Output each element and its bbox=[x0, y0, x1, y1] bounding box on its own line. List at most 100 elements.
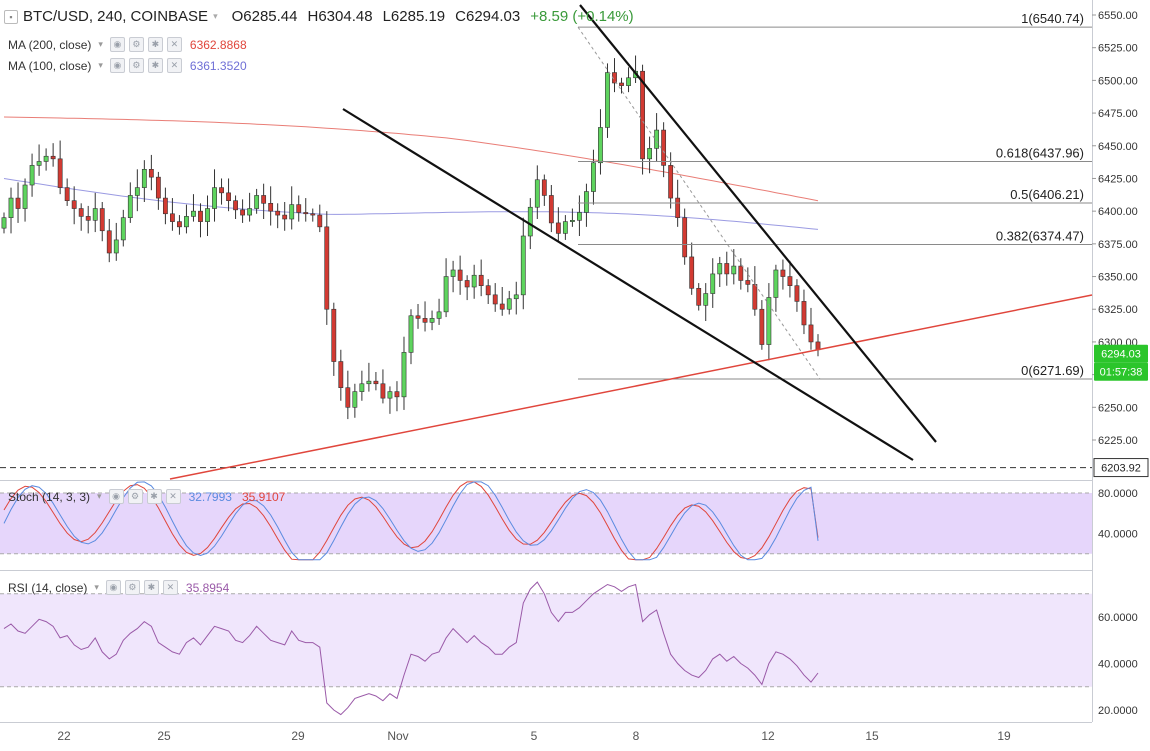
candle-body bbox=[450, 269, 456, 277]
candle-body bbox=[29, 165, 35, 186]
candle bbox=[591, 149, 596, 205]
gear-icon[interactable]: ⚙ bbox=[127, 489, 143, 504]
gear-icon[interactable]: ⚙ bbox=[128, 58, 144, 73]
candle-body bbox=[780, 269, 786, 277]
candle bbox=[43, 148, 49, 171]
rsi-value: 35.8954 bbox=[185, 580, 230, 595]
close-icon[interactable]: ✕ bbox=[165, 489, 181, 504]
candle bbox=[296, 195, 302, 222]
y-tick-label: 6400.00 bbox=[1098, 206, 1138, 218]
eye-icon[interactable]: ◉ bbox=[108, 489, 124, 504]
candle-body bbox=[233, 200, 238, 211]
gear-icon[interactable]: ⚙ bbox=[128, 37, 144, 52]
candle bbox=[324, 211, 330, 325]
candle-body bbox=[226, 192, 231, 201]
candle-body bbox=[317, 214, 323, 228]
candle bbox=[787, 260, 793, 298]
candle bbox=[548, 185, 554, 233]
candle bbox=[815, 334, 821, 357]
candle-body bbox=[303, 212, 309, 215]
candle-body bbox=[212, 187, 217, 209]
candle bbox=[766, 283, 772, 361]
candle bbox=[155, 171, 161, 210]
eye-icon[interactable]: ◉ bbox=[109, 37, 125, 52]
candle-body bbox=[57, 158, 63, 188]
stoch-k-line bbox=[3, 481, 819, 561]
eye-icon[interactable]: ◉ bbox=[109, 58, 125, 73]
chevron-down-icon: ▾ bbox=[98, 60, 103, 70]
candle bbox=[99, 202, 105, 242]
high-value: 6304.48 bbox=[318, 8, 373, 25]
candle bbox=[226, 178, 231, 212]
candle-body bbox=[170, 213, 175, 222]
rsi-legend[interactable]: RSI (14, close) ▾ ◉ ⚙ ✱ ✕ 35.8954 bbox=[8, 580, 229, 595]
candle bbox=[71, 186, 77, 225]
candle bbox=[478, 259, 484, 297]
candle-body bbox=[22, 184, 28, 209]
fib-trend-line bbox=[577, 26, 821, 380]
settings-icon[interactable]: ✱ bbox=[146, 489, 162, 504]
stoch-legend[interactable]: Stoch (14, 3, 3) ▾ ◉ ⚙ ✱ ✕ 32.7993 35.91… bbox=[8, 489, 285, 504]
ma200-value: 6362.8868 bbox=[189, 37, 247, 52]
candle-body bbox=[78, 208, 84, 217]
candle bbox=[689, 242, 695, 295]
x-tick-label: 22 bbox=[57, 729, 71, 743]
ma100-label: MA (100, close) bbox=[8, 58, 92, 73]
candle-body bbox=[422, 318, 428, 323]
candle-body bbox=[689, 256, 695, 289]
fib-label: 0(6271.69) bbox=[1021, 363, 1084, 378]
eye-icon[interactable]: ◉ bbox=[105, 580, 121, 595]
settings-icon[interactable]: ✱ bbox=[147, 37, 163, 52]
chevron-down-icon[interactable]: ▾ bbox=[213, 11, 218, 21]
candle bbox=[745, 267, 751, 293]
candle-body bbox=[759, 308, 765, 345]
countdown-tag-bg bbox=[1094, 362, 1148, 381]
settings-icon[interactable]: ✱ bbox=[143, 580, 159, 595]
candle bbox=[268, 186, 274, 226]
candle bbox=[633, 55, 638, 83]
rsi-tick-label: 60.0000 bbox=[1098, 612, 1138, 624]
settings-icon[interactable]: ✱ bbox=[147, 58, 163, 73]
candle bbox=[647, 136, 652, 174]
candle-body bbox=[141, 169, 147, 188]
candle-body bbox=[562, 221, 568, 234]
candle bbox=[106, 219, 112, 263]
close-icon[interactable]: ✕ bbox=[166, 58, 182, 73]
candle bbox=[352, 383, 358, 418]
candle bbox=[338, 349, 344, 401]
candle-body bbox=[577, 212, 582, 221]
low-value: 6285.19 bbox=[390, 8, 446, 25]
candle-body bbox=[696, 288, 702, 306]
close-icon[interactable]: ✕ bbox=[166, 37, 182, 52]
collapse-icon[interactable]: ▪ bbox=[4, 9, 18, 24]
x-tick-label: 12 bbox=[761, 729, 775, 743]
gear-icon[interactable]: ⚙ bbox=[124, 580, 140, 595]
candle-body bbox=[724, 263, 730, 275]
candle bbox=[738, 258, 744, 290]
candle-body bbox=[541, 179, 547, 196]
candle-body bbox=[148, 169, 154, 178]
candle-body bbox=[794, 285, 800, 302]
ma200-legend[interactable]: MA (200, close) ▾ ◉ ⚙ ✱ ✕ 6362.8868 bbox=[8, 37, 247, 52]
candle bbox=[134, 169, 140, 212]
candle bbox=[113, 222, 119, 261]
candle-body bbox=[106, 230, 112, 254]
candle bbox=[127, 182, 133, 223]
ma100-legend[interactable]: MA (100, close) ▾ ◉ ⚙ ✱ ✕ 6361.3520 bbox=[8, 58, 247, 73]
candle-body bbox=[99, 208, 105, 232]
candle bbox=[317, 204, 323, 233]
y-tick-label: 6450.00 bbox=[1098, 141, 1138, 153]
candle bbox=[240, 199, 245, 223]
candle bbox=[1, 212, 7, 234]
candle-body bbox=[408, 315, 414, 353]
stoch-tick-label: 80.0000 bbox=[1098, 488, 1138, 500]
candle bbox=[534, 165, 540, 219]
close-icon[interactable]: ✕ bbox=[162, 580, 178, 595]
stoch-band bbox=[0, 493, 1092, 554]
symbol-title[interactable]: BTC/USD, 240, COINBASE bbox=[23, 8, 209, 25]
candle bbox=[85, 205, 91, 234]
chevron-down-icon: ▾ bbox=[94, 582, 99, 592]
rsi-band bbox=[0, 593, 1092, 687]
candle-body bbox=[703, 293, 709, 306]
